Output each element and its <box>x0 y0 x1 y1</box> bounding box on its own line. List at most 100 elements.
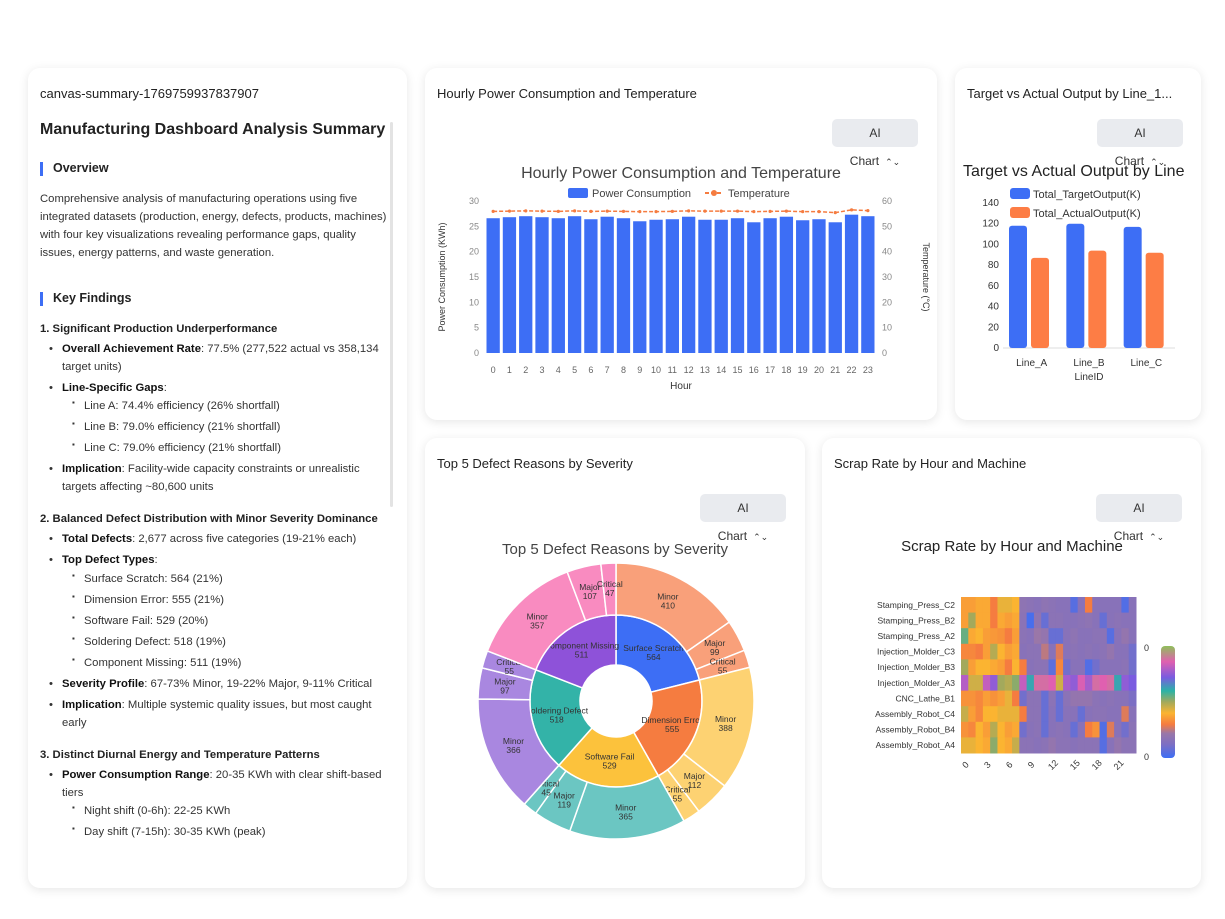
heatmap-cell <box>1077 675 1086 692</box>
temperature-point <box>817 210 821 214</box>
heatmap-cell <box>1063 643 1071 660</box>
heatmap-cell <box>1070 643 1079 660</box>
heatmap-cell <box>1070 690 1079 707</box>
ai-chart-button[interactable]: AI Chart ⌃⌄ <box>1097 119 1183 168</box>
summary-card-title: canvas-summary-1769759937837907 <box>40 86 259 101</box>
list-item: Power Consumption Range: 20-35 KWh with … <box>40 766 388 841</box>
temperature-point <box>784 209 788 213</box>
heatmap-cell <box>1099 612 1108 629</box>
heatmap-cell <box>1092 659 1101 676</box>
y-tick-label: 0 <box>474 348 479 358</box>
heatmap-cell <box>997 612 1006 629</box>
x-tick-label: 23 <box>863 365 873 375</box>
chevron-updown-icon: ⌃⌄ <box>885 157 901 167</box>
heatmap-cell <box>1055 706 1064 723</box>
y2-tick-label: 60 <box>882 196 892 206</box>
x-tick-label: 10 <box>651 365 661 375</box>
output-bar <box>1009 225 1027 348</box>
y-tick-label: Assembly_Robot_B4 <box>876 725 956 735</box>
x-tick-label: 18 <box>1090 758 1104 772</box>
heatmap-cell <box>1114 721 1122 738</box>
heatmap-cell <box>1092 643 1101 660</box>
heatmap-cell <box>1121 628 1130 645</box>
temperature-point <box>524 209 528 213</box>
segment-label: Minor 357 <box>527 611 548 630</box>
y2-axis-label: Temperature (°C) <box>921 242 931 311</box>
heatmap-cell <box>1106 597 1115 614</box>
heatmap-cell <box>1019 643 1028 660</box>
power-bar <box>486 218 500 353</box>
heatmap-cell <box>1019 628 1028 645</box>
x-tick-label: 6 <box>1004 760 1015 771</box>
temperature-point <box>654 210 658 214</box>
heatmap-cell <box>1041 706 1049 723</box>
heatmap-cell <box>997 628 1006 645</box>
ai-chart-button[interactable]: AI Chart ⌃⌄ <box>832 119 918 168</box>
power-bar <box>616 218 631 353</box>
segment-label: Minor 366 <box>503 736 524 755</box>
heatmap-cell <box>1077 659 1086 676</box>
ai-chart-button[interactable]: AI Chart ⌃⌄ <box>1096 494 1182 543</box>
heatmap-cell <box>1106 643 1115 660</box>
heatmap-cell <box>961 675 969 692</box>
segment-label: Critical 55 <box>496 657 522 676</box>
heatmap-cell <box>1077 706 1086 723</box>
x-tick-label: 17 <box>765 365 775 375</box>
heatmap-cell <box>1033 659 1042 676</box>
temperature-point <box>605 209 609 213</box>
x-tick-label: Line_A <box>1016 358 1047 369</box>
y-tick-label: CNC_Lathe_B1 <box>895 693 955 703</box>
y-tick-label: 60 <box>988 281 1000 292</box>
heatmap-cell <box>1128 675 1137 692</box>
temperature-point <box>670 209 674 213</box>
heatmap-cell <box>968 612 977 629</box>
power-bar <box>535 217 549 353</box>
power-bar <box>779 216 794 353</box>
heatmap-cell <box>997 737 1006 754</box>
scrap-heatmap: Scrap Rate by Hour and Machine Stamping_P… <box>875 538 1175 772</box>
heatmap-cell <box>1012 675 1020 692</box>
y-tick-label: 0 <box>993 343 999 354</box>
power-bar <box>812 219 826 353</box>
heatmap-cell <box>1106 659 1115 676</box>
heatmap-cell <box>968 597 977 614</box>
list-item: Implication: Facility-wide capacity cons… <box>40 460 388 496</box>
findings-heading: Key Findings <box>40 291 388 306</box>
y2-tick-label: 50 <box>882 221 892 231</box>
heatmap-cell <box>1084 690 1093 707</box>
heatmap-cell <box>1099 675 1108 692</box>
heatmap-cell <box>1092 706 1101 723</box>
power-bar <box>584 219 598 353</box>
heatmap-cell <box>1026 737 1035 754</box>
y-tick-label: Stamping_Press_B2 <box>878 615 956 625</box>
temperature-point <box>768 209 772 213</box>
heatmap-cell <box>990 675 998 692</box>
summary-scrollbar[interactable] <box>390 122 393 507</box>
heatmap-cell <box>1092 675 1101 692</box>
y-tick-label: Injection_Molder_A3 <box>878 678 956 688</box>
heatmap-cell <box>1055 659 1064 676</box>
x-tick-label: 11 <box>668 365 677 375</box>
heatmap-cell <box>990 737 998 754</box>
heatmap-cell <box>1055 721 1064 738</box>
list-item: Implication: Multiple systemic quality i… <box>40 696 388 732</box>
heatmap-cell <box>975 706 984 723</box>
heatmap-cell <box>1048 659 1057 676</box>
heatmap-cell <box>1077 612 1086 629</box>
heatmap-cell <box>1055 737 1064 754</box>
heatmap-cell <box>1019 690 1028 707</box>
heatmap-cell <box>1084 659 1093 676</box>
finding-1-title: 1. Significant Production Underperforman… <box>40 322 278 335</box>
target-chart-card: Target vs Actual Output by Line_1... AI … <box>955 68 1201 420</box>
sunburst-segment-critical <box>599 562 617 617</box>
y-tick-label: 40 <box>988 302 1000 313</box>
heatmap-cell <box>1063 597 1071 614</box>
heatmap-cell <box>1004 737 1013 754</box>
temperature-point <box>556 209 560 213</box>
y-tick-label: Stamping_Press_C2 <box>877 600 955 610</box>
heatmap-cell <box>1121 643 1130 660</box>
heatmap-cell <box>1004 675 1013 692</box>
heatmap-cell <box>1099 706 1108 723</box>
heatmap-cell <box>997 659 1006 676</box>
ai-chart-button[interactable]: AI Chart ⌃⌄ <box>700 494 786 543</box>
